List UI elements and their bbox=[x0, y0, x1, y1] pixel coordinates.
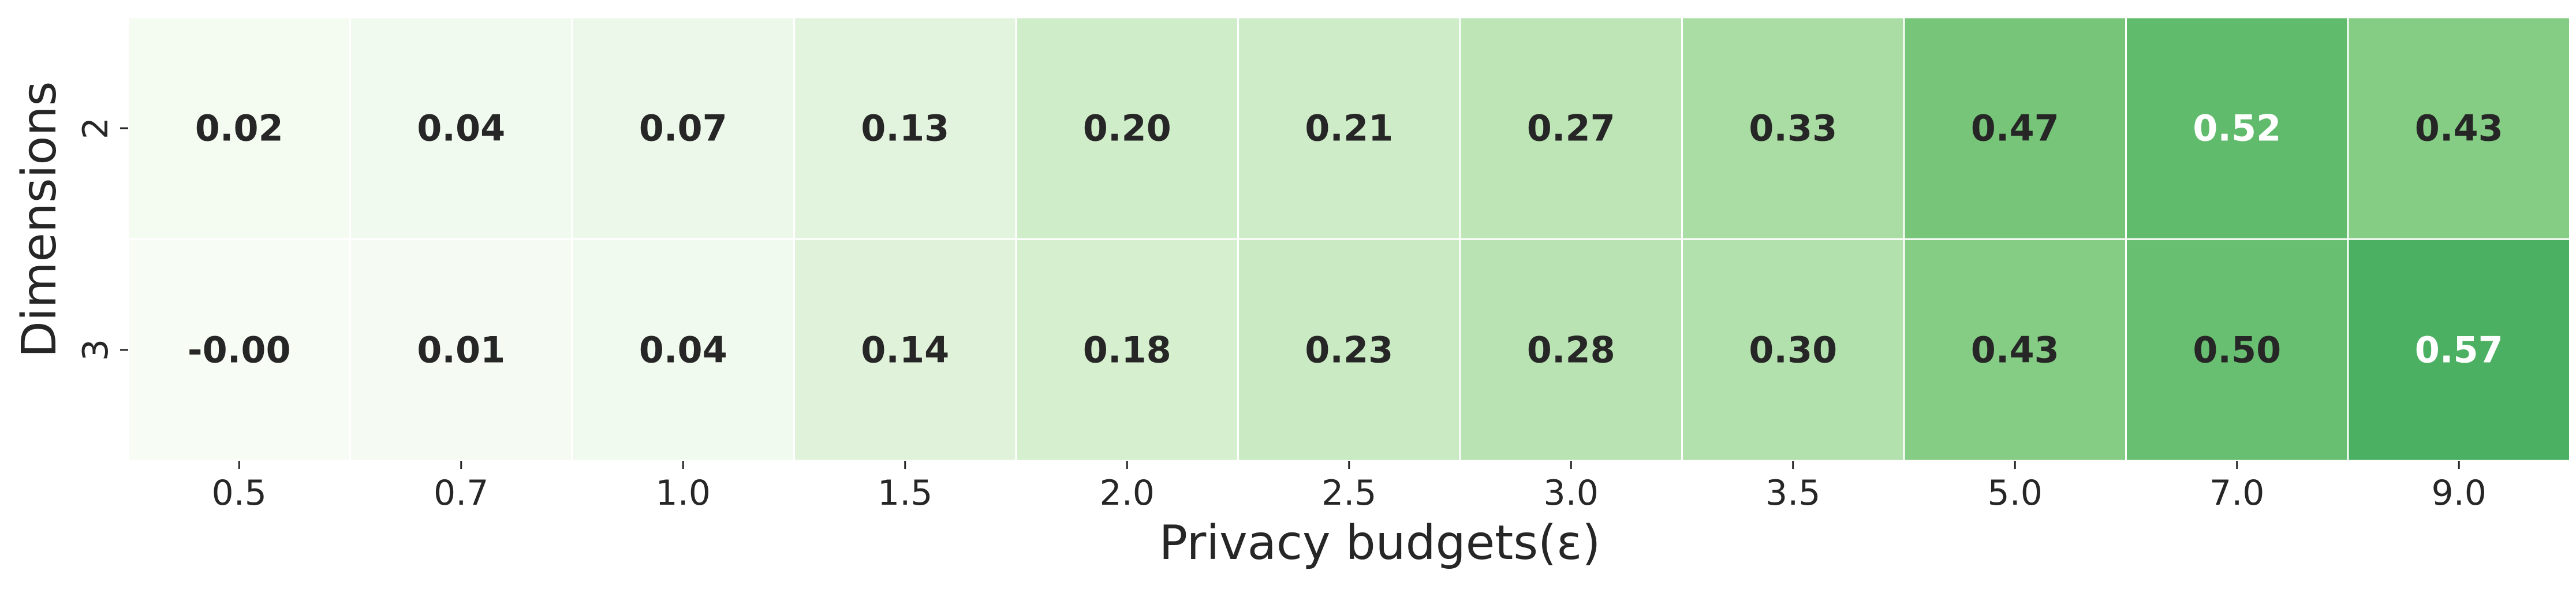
x-tick-label: 9.0 bbox=[2432, 473, 2487, 513]
heatmap-cell-3-3.5 bbox=[1681, 238, 1905, 462]
x-tick-label: 0.7 bbox=[434, 473, 488, 513]
heatmap-cell-value: 0.21 bbox=[1305, 107, 1393, 150]
heatmap-cell-3-1.0 bbox=[571, 238, 795, 462]
heatmap-cell-2-0.7 bbox=[349, 16, 573, 240]
heatmap-cell-value: 0.47 bbox=[1971, 107, 2059, 150]
x-tick-label: 0.5 bbox=[212, 473, 267, 513]
heatmap-cell-value: 0.18 bbox=[1083, 329, 1171, 371]
heatmap-cell-3-0.7 bbox=[349, 238, 573, 462]
heatmap-cell-2-3.5 bbox=[1681, 16, 1905, 240]
heatmap-cell-value: 0.43 bbox=[1971, 329, 2059, 371]
heatmap-cell-3-1.5 bbox=[793, 238, 1017, 462]
heatmap-cell-value: 0.02 bbox=[195, 107, 283, 150]
heatmap-value-labels: 0.02 0.04 0.07 0.13 0.20 0.21 0.27 0.33 0.47 0.52… bbox=[188, 107, 2503, 371]
y-axis-label: Dimensions bbox=[12, 81, 67, 358]
heatmap-cell-3-2.0 bbox=[1015, 238, 1239, 462]
heatmap-cell-2-2.0 bbox=[1015, 16, 1239, 240]
heatmap-cell-value: 0.04 bbox=[639, 329, 727, 371]
x-tick-label: 1.5 bbox=[878, 473, 932, 513]
x-tick-label: 5.0 bbox=[1988, 473, 2043, 513]
heatmap-cell-value: -0.00 bbox=[188, 329, 291, 371]
heatmap-cell-value: 0.33 bbox=[1749, 107, 1837, 150]
heatmap-cell-2-1.0 bbox=[571, 16, 795, 240]
heatmap-cell-value: 0.52 bbox=[2193, 107, 2281, 150]
heatmap-cell-value: 0.27 bbox=[1527, 107, 1615, 150]
heatmap-cell-3-5.0 bbox=[1903, 238, 2127, 462]
heatmap-cell-2-7.0 bbox=[2125, 16, 2349, 240]
heatmap-cell-value: 0.57 bbox=[2415, 329, 2503, 371]
heatmap-cell-3-2.5 bbox=[1237, 238, 1461, 462]
heatmap-cell-2-2.5 bbox=[1237, 16, 1461, 240]
y-tick-label: 2 bbox=[76, 117, 116, 139]
x-axis-ticks: 0.5 0.7 1.0 1.5 2.0 2.5 3.0 3.5 5.0 7.0 9.0 bbox=[212, 461, 2487, 513]
heatmap-cell-value: 0.30 bbox=[1749, 329, 1837, 371]
x-tick-label: 1.0 bbox=[656, 473, 711, 513]
heatmap-cell-value: 0.04 bbox=[417, 107, 505, 150]
x-tick-label: 7.0 bbox=[2209, 473, 2264, 513]
x-tick-label: 2.5 bbox=[1321, 473, 1376, 513]
heatmap-cell-2-0.5 bbox=[127, 16, 351, 240]
heatmap-cell-3-3.0 bbox=[1459, 238, 1683, 462]
x-axis-label: Privacy budgets(ε) bbox=[1159, 516, 1601, 571]
heatmap-cell-2-1.5 bbox=[793, 16, 1017, 240]
heatmap-cell-value: 0.14 bbox=[861, 329, 949, 371]
heatmap-cells bbox=[127, 16, 2571, 462]
x-tick-label: 3.0 bbox=[1544, 473, 1599, 513]
heatmap-cell-2-9.0 bbox=[2347, 16, 2571, 240]
x-tick-label: 3.5 bbox=[1765, 473, 1820, 513]
heatmap-cell-value: 0.20 bbox=[1083, 107, 1171, 150]
y-axis-ticks: 23 bbox=[76, 117, 128, 361]
heatmap-cell-value: 0.50 bbox=[2193, 329, 2281, 371]
heatmap-cell-3-9.0 bbox=[2347, 238, 2571, 462]
heatmap-cell-value: 0.01 bbox=[417, 329, 505, 371]
heatmap-cell-3-0.5 bbox=[127, 238, 351, 462]
x-tick-label: 2.0 bbox=[1100, 473, 1155, 513]
heatmap-cell-value: 0.23 bbox=[1305, 329, 1393, 371]
heatmap-cell-3-7.0 bbox=[2125, 238, 2349, 462]
heatmap-cell-value: 0.43 bbox=[2415, 107, 2503, 150]
heatmap-cell-value: 0.13 bbox=[861, 107, 949, 150]
y-tick-label: 3 bbox=[76, 339, 116, 361]
heatmap-cell-value: 0.28 bbox=[1527, 329, 1615, 371]
heatmap-cell-value: 0.07 bbox=[639, 107, 727, 150]
